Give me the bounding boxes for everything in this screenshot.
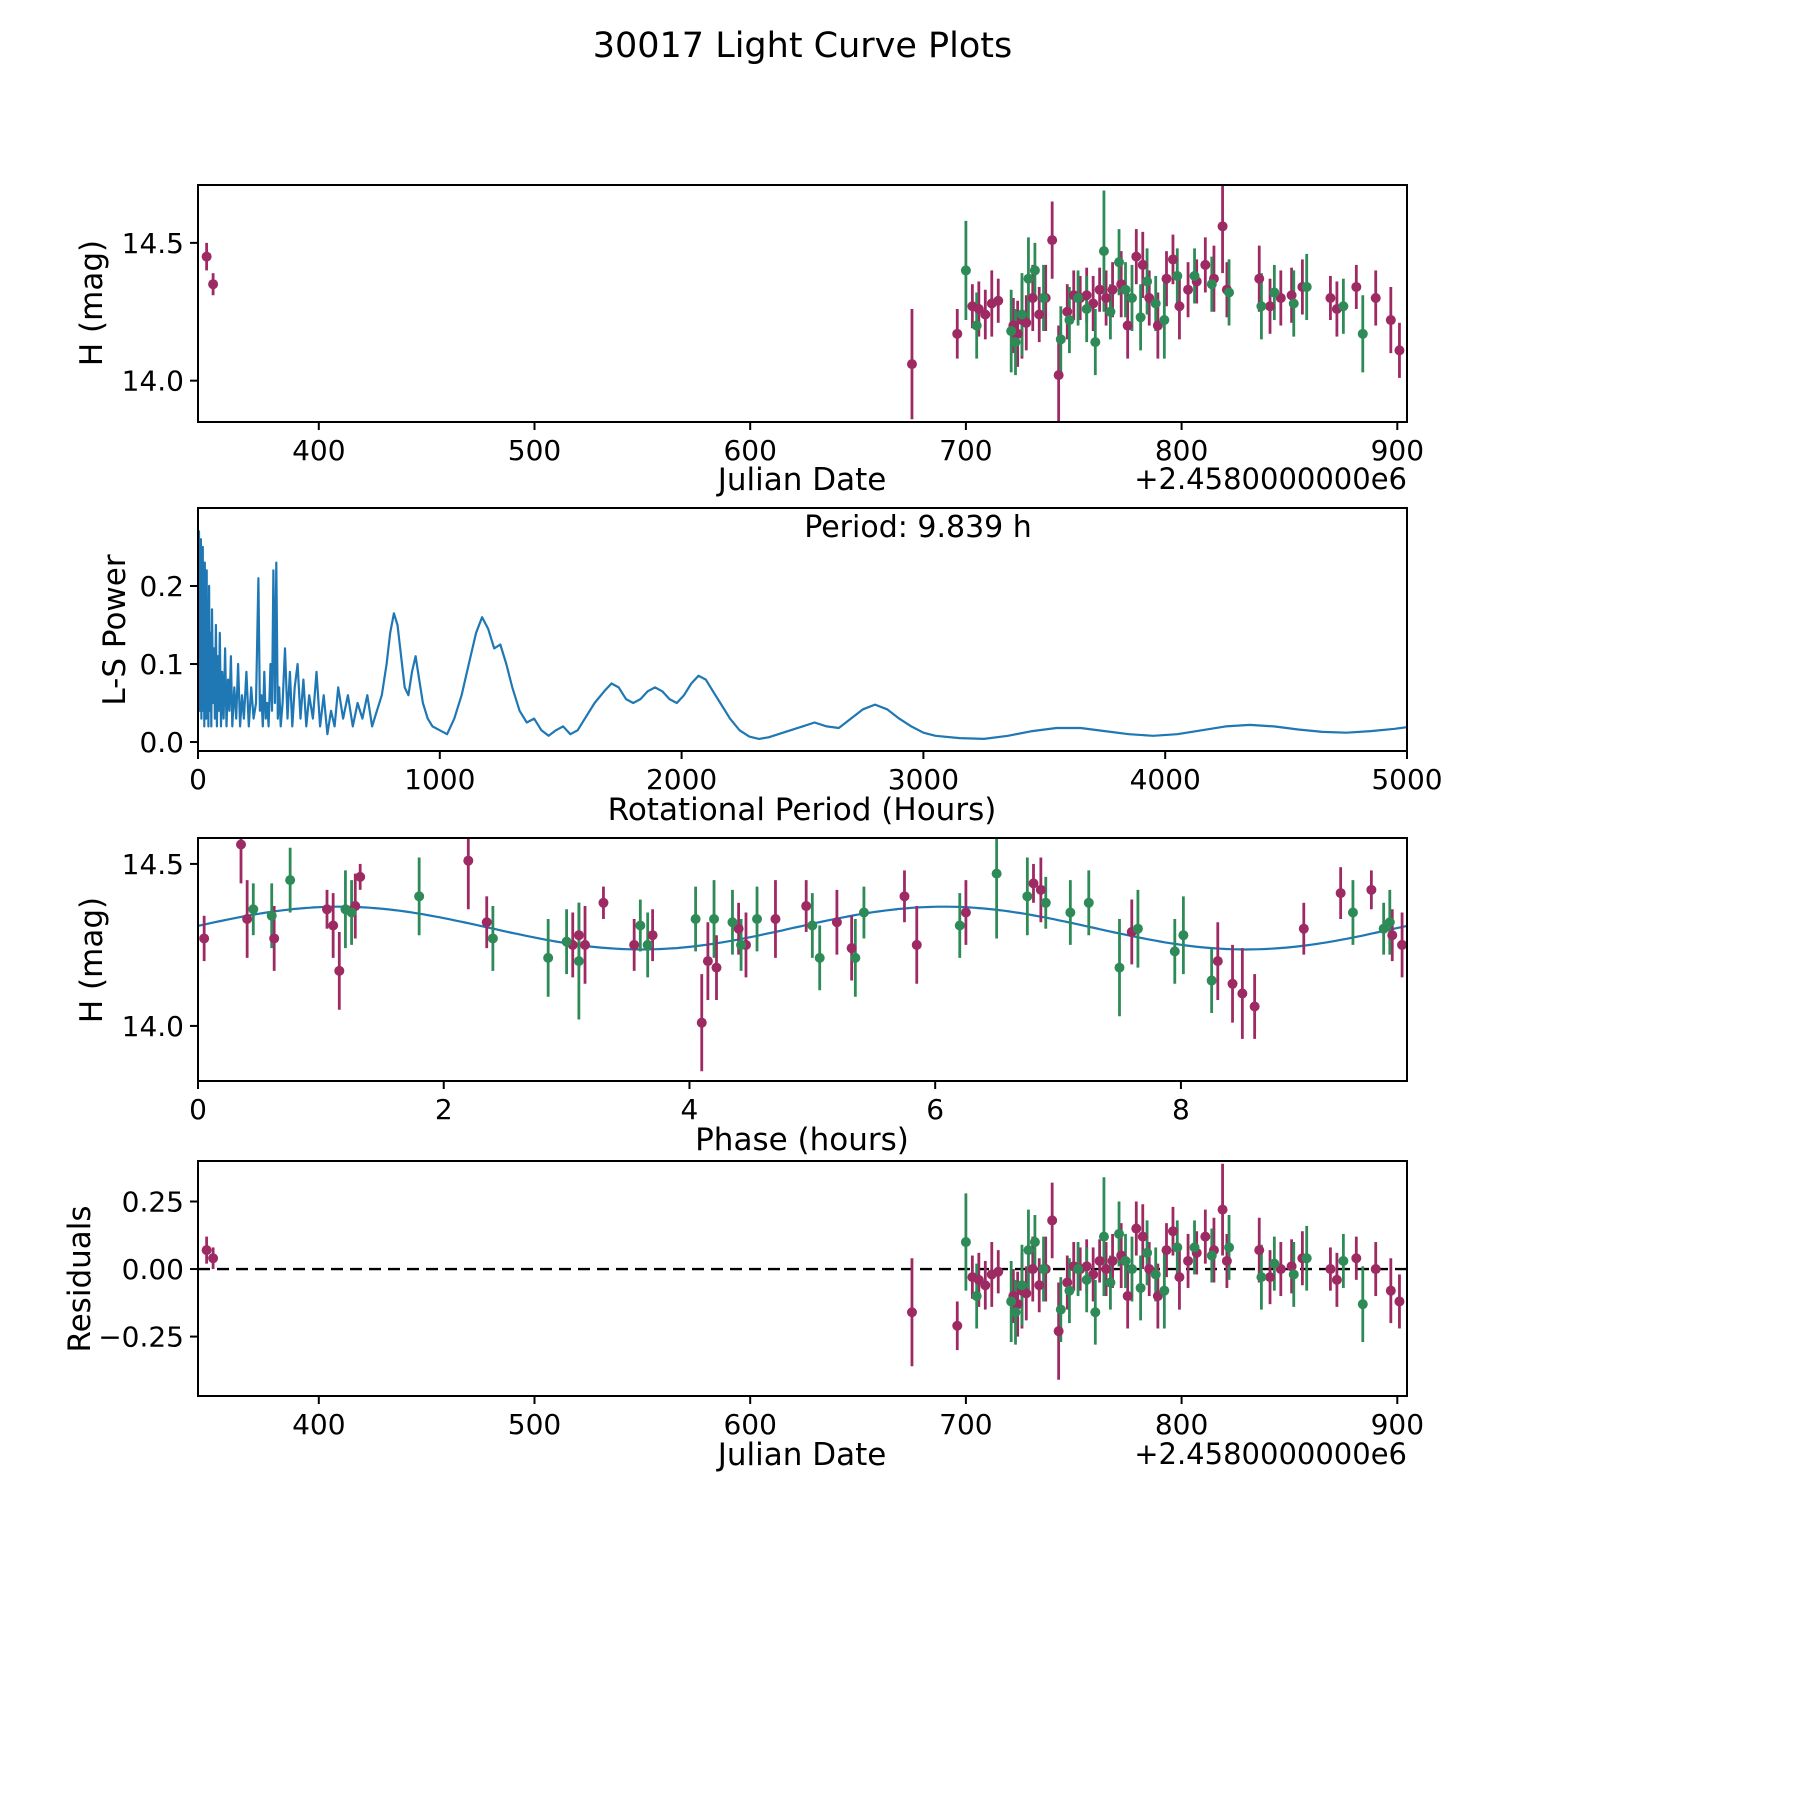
panel-periodogram: 0 1000 2000 3000 4000 5000 0.0 0.1 0.2 [139, 507, 1443, 796]
panel-residuals-jd: 400 500 600 700 800 900 −0.25 0.00 0.25 [98, 1160, 1424, 1441]
y-tick-label: 0.1 [139, 648, 184, 681]
panel2-ylabel: L-S Power [97, 554, 133, 706]
axes-box [197, 837, 1408, 1082]
period-annotation: Period: 9.839 h [804, 510, 1032, 545]
x-tick-label: 3000 [888, 763, 959, 796]
x-tick-label: 2000 [646, 763, 717, 796]
panel4-xlabel: Julian Date [717, 1437, 887, 1473]
x-tick-label: 500 [508, 1408, 561, 1441]
x-tick-label: 800 [1155, 1408, 1208, 1441]
y-tick-label: 14.5 [122, 227, 184, 260]
panel-phased-lightcurve: 0 2 4 6 8 14.0 14.5 [122, 837, 1408, 1126]
y-tick-label: 0.00 [122, 1253, 184, 1286]
x-tick-label: 0 [189, 1093, 207, 1126]
y-tick-label: 14.0 [122, 365, 184, 398]
panel1-ylabel: H (mag) [74, 239, 110, 367]
panel4-ylabel: Residuals [62, 1205, 98, 1353]
x-tick-label: 400 [292, 434, 345, 467]
periodogram-line [198, 530, 1407, 740]
axes-box [197, 184, 1408, 423]
x-tick-label: 600 [723, 434, 776, 467]
x-tick-label: 500 [508, 434, 561, 467]
y-tick-label: 14.0 [122, 1010, 184, 1043]
y-tick-label: 0.2 [139, 570, 184, 603]
x-tick-label: 900 [1371, 434, 1424, 467]
y-tick-label: 14.5 [122, 848, 184, 881]
x-tick-label: 5000 [1371, 763, 1442, 796]
axes-box [197, 1160, 1408, 1397]
panel-lightcurve-jd: 400 500 600 700 800 900 14.0 14.5 [122, 184, 1424, 467]
x-tick-label: 8 [1172, 1093, 1190, 1126]
y-tick-label: 0.25 [122, 1186, 184, 1219]
x-tick-label: 400 [292, 1408, 345, 1441]
panel3-ylabel: H (mag) [74, 896, 110, 1024]
figure-title: 30017 Light Curve Plots [592, 26, 1013, 66]
panel4-x-offset: +2.4580000000e6 [1134, 1437, 1407, 1471]
y-tick-label: 0.0 [139, 726, 184, 759]
fit-curve [198, 905, 1407, 951]
x-tick-label: 0 [189, 763, 207, 796]
x-tick-label: 900 [1371, 1408, 1424, 1441]
axes-box [197, 507, 1408, 752]
x-tick-label: 4 [681, 1093, 699, 1126]
panel3-xlabel: Phase (hours) [695, 1122, 909, 1158]
x-tick-label: 2 [435, 1093, 453, 1126]
x-tick-label: 700 [939, 1408, 992, 1441]
x-tick-label: 600 [723, 1408, 776, 1441]
panel1-x-offset: +2.4580000000e6 [1134, 462, 1407, 496]
x-tick-label: 1000 [404, 763, 475, 796]
panel1-xlabel: Julian Date [717, 462, 887, 498]
x-tick-label: 4000 [1130, 763, 1201, 796]
panel2-xlabel: Rotational Period (Hours) [607, 792, 997, 828]
x-tick-label: 6 [926, 1093, 944, 1126]
y-tick-label: −0.25 [98, 1321, 184, 1354]
x-tick-label: 700 [939, 434, 992, 467]
x-tick-label: 800 [1155, 434, 1208, 467]
